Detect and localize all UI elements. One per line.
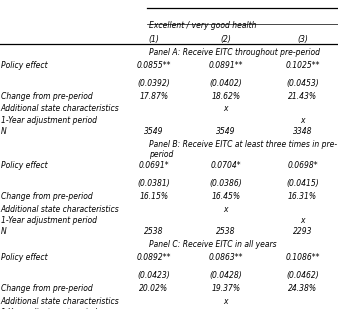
- Text: 16.31%: 16.31%: [288, 192, 317, 201]
- Text: (0.0415): (0.0415): [286, 179, 319, 188]
- Text: 0.0891**: 0.0891**: [209, 61, 243, 70]
- Text: x: x: [300, 308, 305, 309]
- Text: N: N: [1, 227, 6, 236]
- Text: Additional state characteristics: Additional state characteristics: [1, 297, 119, 306]
- Text: Excellent / very good health: Excellent / very good health: [149, 21, 256, 30]
- Text: x: x: [223, 205, 228, 214]
- Text: Policy effect: Policy effect: [1, 253, 47, 262]
- Text: 0.1025**: 0.1025**: [285, 61, 320, 70]
- Text: (1): (1): [148, 35, 159, 44]
- Text: Panel C: Receive EITC in all years: Panel C: Receive EITC in all years: [149, 240, 276, 249]
- Text: period: period: [149, 150, 173, 159]
- Text: 1-Year adjustment period: 1-Year adjustment period: [1, 308, 97, 309]
- Text: Additional state characteristics: Additional state characteristics: [1, 104, 119, 113]
- Text: (0.0381): (0.0381): [138, 179, 170, 188]
- Text: 0.0863**: 0.0863**: [209, 253, 243, 262]
- Text: (0.0423): (0.0423): [138, 271, 170, 280]
- Text: 18.62%: 18.62%: [211, 92, 240, 101]
- Text: 0.0691*: 0.0691*: [139, 161, 169, 170]
- Text: (3): (3): [297, 35, 308, 44]
- Text: 21.43%: 21.43%: [288, 92, 317, 101]
- Text: Change from pre-period: Change from pre-period: [1, 92, 92, 101]
- Text: (2): (2): [220, 35, 231, 44]
- Text: 1-Year adjustment period: 1-Year adjustment period: [1, 216, 97, 225]
- Text: 0.0892**: 0.0892**: [137, 253, 171, 262]
- Text: 0.0855**: 0.0855**: [137, 61, 171, 70]
- Text: (0.0453): (0.0453): [286, 79, 319, 88]
- Text: 0.0698*: 0.0698*: [287, 161, 318, 170]
- Text: 24.38%: 24.38%: [288, 284, 317, 293]
- Text: Policy effect: Policy effect: [1, 161, 47, 170]
- Text: N: N: [1, 127, 6, 136]
- Text: 2293: 2293: [293, 227, 312, 236]
- Text: (0.0428): (0.0428): [210, 271, 242, 280]
- Text: x: x: [300, 116, 305, 125]
- Text: (0.0392): (0.0392): [138, 79, 170, 88]
- Text: Panel A: Receive EITC throughout pre-period: Panel A: Receive EITC throughout pre-per…: [149, 48, 320, 57]
- Text: (0.0402): (0.0402): [210, 79, 242, 88]
- Text: 3549: 3549: [216, 127, 236, 136]
- Text: 16.45%: 16.45%: [211, 192, 240, 201]
- Text: (0.0386): (0.0386): [210, 179, 242, 188]
- Text: Change from pre-period: Change from pre-period: [1, 192, 92, 201]
- Text: 19.37%: 19.37%: [211, 284, 240, 293]
- Text: 16.15%: 16.15%: [139, 192, 168, 201]
- Text: Policy effect: Policy effect: [1, 61, 47, 70]
- Text: 3348: 3348: [293, 127, 312, 136]
- Text: 2538: 2538: [144, 227, 164, 236]
- Text: x: x: [223, 297, 228, 306]
- Text: 0.0704*: 0.0704*: [211, 161, 241, 170]
- Text: Change from pre-period: Change from pre-period: [1, 284, 92, 293]
- Text: 1-Year adjustment period: 1-Year adjustment period: [1, 116, 97, 125]
- Text: Additional state characteristics: Additional state characteristics: [1, 205, 119, 214]
- Text: Panel B: Receive EITC at least three times in pre- and post-: Panel B: Receive EITC at least three tim…: [149, 140, 338, 149]
- Text: x: x: [223, 104, 228, 113]
- Text: 3549: 3549: [144, 127, 164, 136]
- Text: 2538: 2538: [216, 227, 236, 236]
- Text: 0.1086**: 0.1086**: [285, 253, 320, 262]
- Text: 17.87%: 17.87%: [139, 92, 168, 101]
- Text: (0.0462): (0.0462): [286, 271, 319, 280]
- Text: 20.02%: 20.02%: [139, 284, 168, 293]
- Text: x: x: [300, 216, 305, 225]
